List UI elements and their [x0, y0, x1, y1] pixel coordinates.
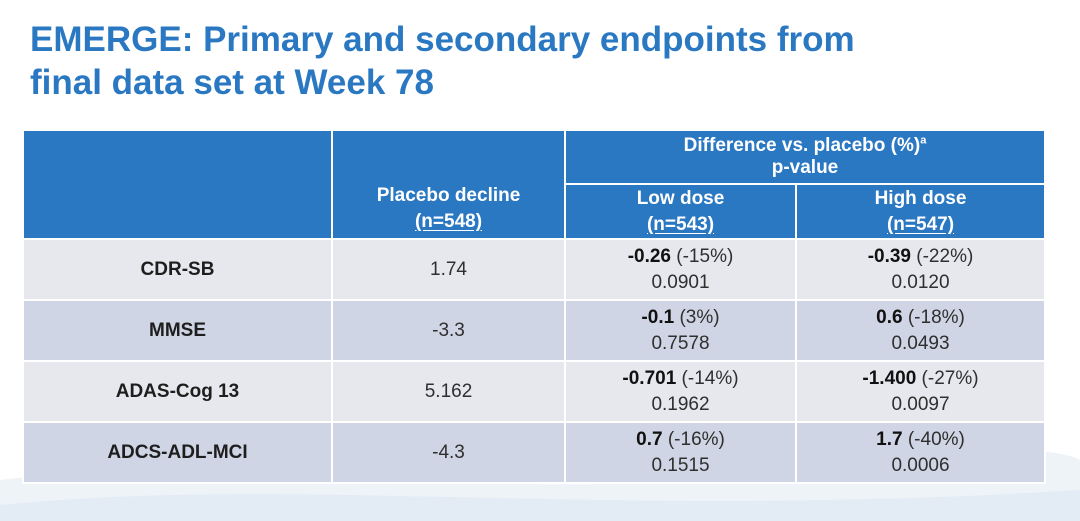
high-dose-cell: 0.6 (-18%) 0.0493 [795, 299, 1046, 362]
low-pct: (3%) [674, 306, 720, 328]
header-difference-cell: Difference vs. placebo (%)a p-value [564, 129, 1046, 185]
high-diff: -0.39 [867, 245, 911, 267]
low-diff: 0.7 [636, 428, 663, 450]
high-pct: (-18%) [902, 306, 965, 328]
high-pvalue: 0.0097 [891, 393, 950, 415]
header-pvalue-label: p-value [771, 157, 839, 178]
header-placebo-label: Placebo decline [376, 185, 521, 206]
placebo-cell: 5.162 [331, 360, 566, 423]
header-difference-label: Difference vs. placebo (%) [683, 135, 921, 156]
low-pct: (-15%) [671, 245, 734, 267]
measure-cell: ADAS-Cog 13 [22, 360, 333, 423]
table-row-mmse: MMSE -3.3 -0.1 (3%) 0.7578 0.6 (-18%) 0.… [22, 299, 1046, 362]
high-pvalue: 0.0120 [891, 271, 950, 293]
low-dose-cell: -0.26 (-15%) 0.0901 [564, 238, 797, 301]
header-high-label: High dose [874, 187, 967, 209]
header-difference-line: Difference vs. placebo (%)a [566, 135, 1044, 157]
table-row-cdr-sb: CDR-SB 1.74 -0.26 (-15%) 0.0901 -0.39 (-… [22, 238, 1046, 301]
high-diff: -1.400 [862, 367, 917, 389]
high-pvalue: 0.0493 [891, 332, 950, 354]
header-row-2: Low dose (n=543) High dose (n=547) [23, 183, 1046, 240]
title-line-2: final data set at Week 78 [30, 63, 434, 102]
high-pct: (-40%) [902, 428, 965, 450]
endpoints-table: Placebo decline (n=548) Difference vs. p… [22, 129, 1046, 484]
high-diff: 1.7 [876, 428, 903, 450]
low-diff: -0.701 [622, 367, 677, 389]
header-difference-footnote: a [920, 134, 927, 147]
low-dose-cell: -0.1 (3%) 0.7578 [564, 299, 797, 362]
high-dose-cell: -1.400 (-27%) 0.0097 [795, 360, 1046, 423]
table-row-adcs-adl-mci: ADCS-ADL-MCI -4.3 0.7 (-16%) 0.1515 1.7 … [22, 421, 1046, 484]
high-pct: (-22%) [911, 245, 974, 267]
header-endpoint-cell [22, 129, 333, 240]
placebo-cell: 1.74 [331, 238, 566, 301]
low-pvalue: 0.1962 [651, 393, 710, 415]
header-high-dose-cell: High dose (n=547) [795, 183, 1046, 240]
high-pct: (-27%) [916, 367, 979, 389]
header-placebo-cell: Placebo decline (n=548) [331, 129, 566, 240]
high-dose-cell: 1.7 (-40%) 0.0006 [795, 421, 1046, 484]
low-diff: -0.26 [627, 245, 671, 267]
header-low-label: Low dose [636, 187, 725, 209]
high-diff: 0.6 [876, 306, 903, 328]
low-pvalue: 0.7578 [651, 332, 710, 354]
placebo-cell: -4.3 [331, 421, 566, 484]
header-high-n: (n=547) [886, 213, 955, 235]
low-pvalue: 0.0901 [651, 271, 710, 293]
header-low-n: (n=543) [646, 213, 715, 235]
measure-cell: ADCS-ADL-MCI [22, 421, 333, 484]
header-row-1: Placebo decline (n=548) Difference vs. p… [22, 129, 1046, 240]
page-title: EMERGE: Primary and secondary endpoints … [30, 18, 1030, 104]
low-diff: -0.1 [641, 306, 675, 328]
measure-cell: MMSE [22, 299, 333, 362]
title-line-1: EMERGE: Primary and secondary endpoints … [30, 20, 855, 59]
low-pvalue: 0.1515 [651, 454, 710, 476]
low-dose-cell: -0.701 (-14%) 0.1962 [564, 360, 797, 423]
high-dose-cell: -0.39 (-22%) 0.0120 [795, 238, 1046, 301]
placebo-cell: -3.3 [331, 299, 566, 362]
measure-cell: CDR-SB [22, 238, 333, 301]
high-pvalue: 0.0006 [891, 454, 950, 476]
low-dose-cell: 0.7 (-16%) 0.1515 [564, 421, 797, 484]
low-pct: (-16%) [662, 428, 725, 450]
low-pct: (-14%) [676, 367, 739, 389]
header-placebo-n: (n=548) [414, 211, 483, 232]
header-low-dose-cell: Low dose (n=543) [564, 183, 797, 240]
table-row-adas-cog-13: ADAS-Cog 13 5.162 -0.701 (-14%) 0.1962 -… [22, 360, 1046, 423]
